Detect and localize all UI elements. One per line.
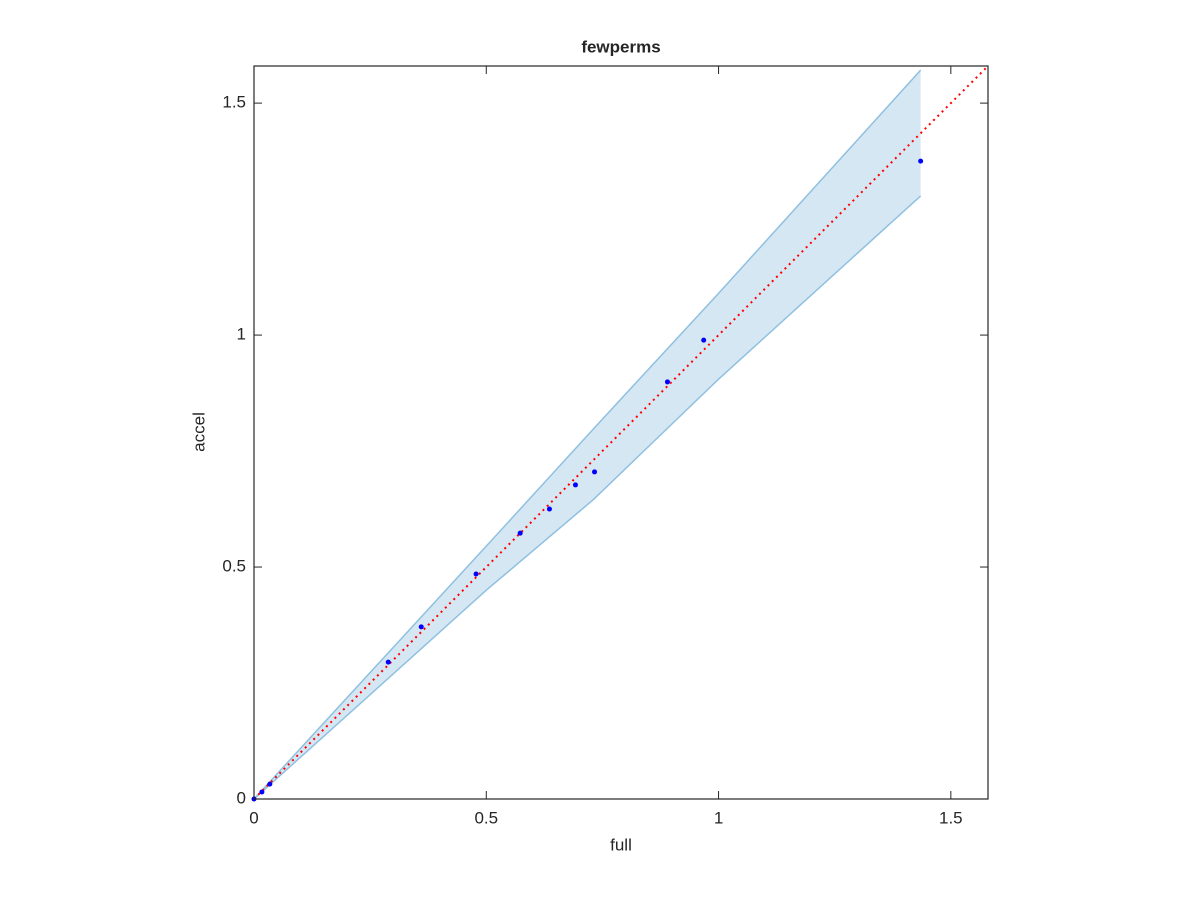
data-point bbox=[267, 781, 273, 787]
data-point bbox=[701, 337, 707, 343]
data-point bbox=[546, 506, 552, 512]
data-point bbox=[418, 624, 424, 630]
y-tick-label: 0 bbox=[237, 788, 246, 807]
y-tick-label: 1 bbox=[237, 325, 246, 344]
y-tick-label: 0.5 bbox=[222, 557, 246, 576]
y-tick-label: 1.5 bbox=[222, 93, 246, 112]
data-point bbox=[918, 158, 924, 164]
data-point bbox=[664, 379, 670, 385]
x-tick-label: 1 bbox=[714, 808, 723, 827]
data-point bbox=[592, 469, 598, 475]
chart-title: fewperms bbox=[581, 37, 660, 56]
x-axis-label: full bbox=[610, 835, 632, 854]
band-lower bbox=[253, 195, 922, 800]
x-tick-label: 0 bbox=[249, 808, 258, 827]
x-tick-label: 1.5 bbox=[939, 808, 963, 827]
data-point bbox=[517, 530, 523, 536]
data-point bbox=[572, 482, 578, 488]
data-point bbox=[259, 789, 265, 795]
data-point bbox=[473, 571, 479, 577]
band-upper bbox=[253, 69, 922, 800]
axes-box bbox=[253, 65, 989, 800]
y-axis-label: accel bbox=[189, 412, 208, 452]
reference-line bbox=[253, 65, 989, 800]
x-tick-label: 0.5 bbox=[474, 808, 498, 827]
data-point bbox=[385, 659, 391, 665]
